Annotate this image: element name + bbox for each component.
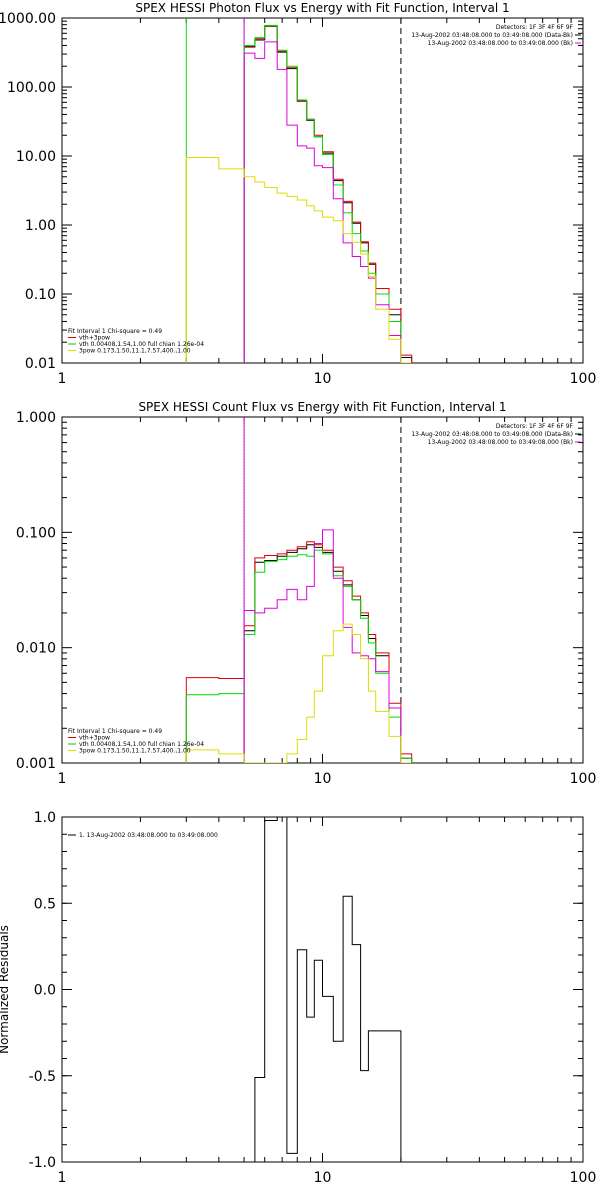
y-tick-label: 0.5 [34, 896, 56, 912]
legend-entry: vth+3pow [79, 335, 110, 342]
series-step-line-3 [185, 549, 413, 763]
info-text-line: Detectors: 1F 3F 4F 6F 9F [496, 24, 574, 31]
info-text-line: 13-Aug-2002 03:48:08.000 to 03:49:08.000… [411, 32, 573, 39]
info-text-line: 13-Aug-2002 03:48:08.000 to 03:49:08.000… [411, 431, 573, 438]
info-text-line: 13-Aug-2002 03:48:08.000 to 03:49:08.000… [428, 40, 573, 47]
y-tick-label: 0.010 [16, 641, 56, 657]
legend-entry: Fit Interval 1 Chi-square = 0.49 [68, 328, 162, 335]
series-step-line-1 [243, 25, 413, 363]
x-tick-label: 100 [570, 371, 597, 387]
chart-panel-3: Normalized Residuals 1 10 100 -1.0 -0.5 0.0 0.5… [0, 810, 596, 1186]
legend-entry: Fit Interval 1 Chi-square = 0.49 [68, 728, 162, 735]
x-tick-label: 10 [314, 1170, 332, 1186]
plot-frame [61, 416, 584, 764]
series-step-line-2 [243, 25, 413, 363]
info-text-line: 13-Aug-2002 03:48:08.000 to 03:49:08.000… [428, 439, 573, 446]
chart-panel-2: SPEX HESSI Count Flux vs Energy with Fit… [16, 400, 596, 787]
x-tick-label: 10 [314, 771, 332, 787]
y-tick-label: 1.0 [34, 810, 56, 826]
plot-area [185, 18, 413, 363]
legend-entry: 1. 13-Aug-2002 03:48:08.000 to 03:49:08.… [79, 832, 218, 839]
y-tick-label: 1.000 [16, 410, 56, 426]
y-tick-label: 0.10 [25, 287, 56, 303]
chart-title: SPEX HESSI Photon Flux vs Energy with Fi… [135, 1, 509, 15]
legend-entry: vth 0.00408,1.54,1.00 full chian 1.26e-0… [79, 341, 204, 348]
series-step-line-2 [185, 541, 413, 763]
x-tick-label: 1 [58, 771, 67, 787]
y-tick-label: 10.00 [16, 149, 56, 165]
chart-panel-1: SPEX HESSI Photon Flux vs Energy with Fi… [0, 1, 596, 387]
legend-entry: 3pow 0.173,1.50,11.1,7.57,400.,1.00 [79, 348, 191, 355]
series-step-line-5 [185, 157, 412, 363]
legend-entry: 3pow 0.173,1.50,11.1,7.57,400.,1.00 [79, 748, 191, 755]
y-tick-label: -0.5 [29, 1069, 56, 1085]
series-step-line-1 [244, 817, 402, 1162]
plot-area [244, 817, 402, 1162]
x-tick-label: 1 [58, 1170, 67, 1186]
y-axis-label: Normalized Residuals [0, 925, 11, 1054]
legend-entry: vth+3pow [79, 735, 110, 742]
series-step-line-3 [243, 24, 412, 363]
y-tick-label: 0.01 [25, 356, 56, 372]
x-tick-label: 100 [570, 1170, 597, 1186]
x-tick-label: 10 [314, 371, 332, 387]
x-tick-label: 100 [570, 771, 597, 787]
y-tick-label: -1.0 [29, 1155, 56, 1171]
y-tick-label: 1.00 [25, 218, 56, 234]
x-tick-label: 1 [58, 371, 67, 387]
series-step-line-4 [243, 529, 402, 763]
y-tick-label: 100.00 [7, 80, 56, 96]
chart-title: SPEX HESSI Count Flux vs Energy with Fit… [138, 400, 506, 414]
series-step-line-4 [243, 41, 402, 363]
series-step-line-1 [243, 544, 413, 763]
y-tick-label: 0.001 [16, 756, 56, 772]
plot-frame [61, 17, 584, 364]
y-tick-label: 0.0 [34, 983, 56, 999]
series-step-line-5 [185, 623, 412, 763]
y-tick-label: 0.100 [16, 525, 56, 541]
info-text-line: Detectors: 1F 3F 4F 6F 9F [496, 423, 574, 430]
y-tick-label: 1000.00 [0, 11, 56, 27]
plot-area [185, 417, 413, 763]
legend-entry: vth 0.00408,1.54,1.00 full chian 1.26e-0… [79, 741, 204, 748]
